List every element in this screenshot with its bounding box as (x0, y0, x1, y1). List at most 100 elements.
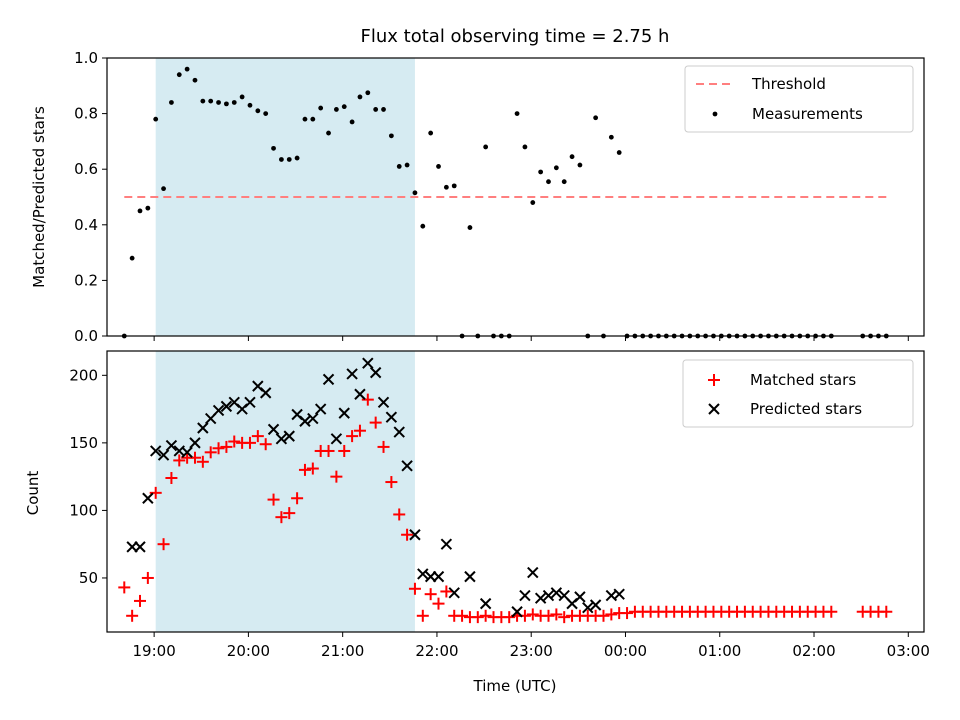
predicted-star-point (220, 400, 233, 413)
measurement-point (326, 130, 331, 136)
measurement-point (514, 111, 520, 116)
measurement-point (436, 164, 441, 169)
top-ytick-label: 1.0 (74, 49, 98, 67)
matched-star-point (424, 588, 437, 601)
matched-star-point (401, 528, 414, 541)
measurement-point (137, 208, 143, 214)
measurement-point (176, 72, 182, 78)
measurement-point (153, 116, 159, 122)
predicted-star-point (299, 415, 311, 427)
matched-star-point (605, 608, 618, 621)
bot-xtick-label: 20:00 (227, 642, 270, 660)
matched-star-point (353, 424, 366, 437)
predicted-star-point (409, 529, 421, 541)
measurement-point (404, 162, 410, 168)
matched-star-point (212, 442, 225, 455)
measurement-point (577, 162, 583, 168)
top-ytick-label: 0.8 (74, 105, 98, 123)
bottom-y-axis-label: Count (24, 471, 42, 516)
measurement-point (263, 111, 269, 116)
measurement-point (553, 165, 559, 171)
predicted-star-point (149, 445, 162, 457)
matched-star-point (188, 451, 201, 464)
matched-star-point (471, 611, 484, 624)
predicted-star-point (330, 433, 343, 445)
top-y-axis-label: Matched/Predicted stars (30, 106, 48, 288)
matched-star-point (228, 435, 241, 448)
predicted-star-point (440, 538, 453, 550)
top-panel: 0.0 0.2 0.4 0.6 0.8 1.0 Flux total observing … (30, 26, 925, 345)
predicted-star-point (432, 570, 445, 583)
predicted-star-point (369, 366, 382, 379)
legend-matched-label: Matched stars (750, 371, 856, 389)
matched-star-point (385, 476, 398, 489)
matched-star-point (126, 609, 139, 622)
predicted-star-point (393, 426, 405, 438)
matched-star-point (157, 538, 170, 551)
matched-star-point (165, 471, 178, 484)
bot-ytick-label: 150 (69, 434, 98, 452)
bottom-panel: 50 100 150 200 19:00 20:00 21:00 22:00 23:00 00:… (24, 350, 930, 695)
matched-star-point (330, 470, 343, 483)
predicted-star-point (346, 368, 358, 380)
matched-star-point (338, 444, 351, 457)
measurement-point (388, 133, 394, 139)
measurement-point (373, 107, 379, 112)
measurement-point (271, 145, 276, 151)
predicted-star-point (283, 430, 295, 442)
predicted-star-point (534, 592, 547, 604)
matched-star-point (283, 507, 296, 520)
predicted-star-point (338, 407, 350, 419)
measurement-point (428, 130, 434, 136)
measurement-point (145, 205, 151, 211)
matched-star-point (204, 446, 217, 459)
matched-star-point (621, 607, 634, 620)
measurement-point (129, 255, 135, 261)
predicted-star-point (212, 404, 225, 417)
bot-xtick-label: 03:00 (887, 642, 930, 660)
matched-star-point (432, 597, 445, 610)
measurement-point (216, 100, 221, 105)
measurement-point (546, 179, 551, 185)
measurement-point (286, 157, 292, 162)
matched-star-point (141, 571, 154, 584)
matched-star-point (346, 430, 359, 443)
measurement-point (161, 186, 166, 192)
measurement-point (294, 155, 300, 161)
predicted-star-point (307, 412, 319, 425)
measurement-point (333, 107, 339, 112)
top-ytick-label: 0.4 (74, 216, 98, 234)
measurement-point (208, 98, 214, 104)
measurement-point (341, 104, 347, 110)
top-legend-box (684, 65, 914, 133)
predicted-star-point (259, 387, 272, 399)
predicted-star-point (189, 437, 201, 449)
predicted-star-point (134, 541, 146, 553)
measurement-point (530, 200, 536, 205)
matched-star-point (306, 462, 319, 475)
matched-star-point (456, 609, 469, 622)
top-ytick-label: 0.2 (74, 271, 98, 289)
bottom-axes-frame (106, 350, 925, 633)
bot-ytick-label: 50 (79, 569, 98, 587)
matched-star-point (267, 493, 280, 506)
predicted-star-point (417, 568, 429, 580)
matched-star-point (322, 444, 335, 457)
measurement-point (616, 150, 622, 155)
predicted-star-point (550, 587, 563, 599)
matched-star-point (369, 416, 382, 429)
predicted-star-point (385, 411, 398, 423)
bot-ytick-label: 200 (69, 366, 98, 384)
bot-xtick-label: 21:00 (321, 642, 364, 660)
measurement-point (169, 100, 174, 105)
measurement-point (538, 169, 544, 175)
matched-star-point (880, 605, 893, 618)
matched-star-point (440, 585, 453, 598)
matched-star-point (275, 511, 288, 524)
measurement-point (349, 119, 355, 125)
matched-star-point (361, 393, 374, 406)
predicted-star-point (527, 566, 539, 579)
measurement-point (412, 190, 418, 196)
predicted-star-point (244, 396, 256, 409)
